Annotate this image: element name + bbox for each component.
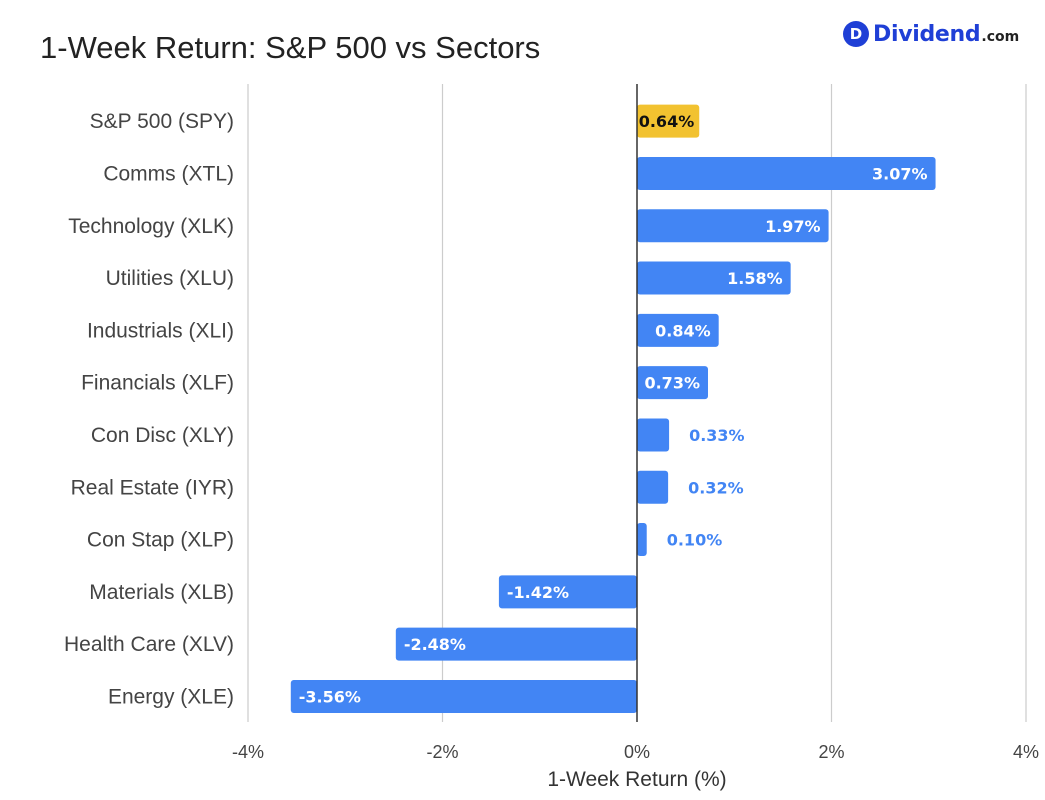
data-label: 3.07% xyxy=(872,164,928,183)
category-label: S&P 500 (SPY) xyxy=(90,110,234,133)
x-tick-label: 2% xyxy=(818,742,844,762)
bar xyxy=(637,104,700,138)
bar xyxy=(498,575,637,609)
data-label: 0.73% xyxy=(644,374,700,393)
bar xyxy=(637,156,936,190)
data-label: -1.42% xyxy=(507,583,569,602)
brand-logo: D Dividend .com xyxy=(843,16,1019,52)
category-label: Utilities (XLU) xyxy=(106,267,234,290)
data-label: 0.33% xyxy=(689,426,745,445)
category-label: Industrials (XLI) xyxy=(87,319,234,342)
data-label: -3.56% xyxy=(299,687,361,706)
logo-badge-icon: D xyxy=(843,21,869,47)
x-tick-label: -2% xyxy=(426,742,458,762)
data-label: 0.32% xyxy=(688,478,744,497)
x-axis-title: 1-Week Return (%) xyxy=(547,768,726,791)
category-label: Health Care (XLV) xyxy=(64,633,234,656)
category-label: Real Estate (IYR) xyxy=(71,476,234,499)
x-tick-label: 0% xyxy=(624,742,650,762)
logo-suffix: .com xyxy=(981,29,1020,45)
category-label: Con Stap (XLP) xyxy=(87,529,234,552)
data-label: 1.58% xyxy=(727,269,783,288)
bar xyxy=(395,627,637,661)
chart-title: 1-Week Return: S&P 500 vs Sectors xyxy=(40,30,541,65)
logo-name: Dividend xyxy=(873,21,981,47)
bar xyxy=(637,261,791,295)
data-label: 0.64% xyxy=(639,112,695,131)
category-label: Technology (XLK) xyxy=(68,215,234,238)
data-label: 1.97% xyxy=(765,217,821,236)
bar xyxy=(637,523,647,557)
x-tick-label: 4% xyxy=(1013,742,1039,762)
bar xyxy=(637,209,829,243)
bar xyxy=(637,366,708,400)
category-label: Energy (XLE) xyxy=(108,685,234,708)
data-label: -2.48% xyxy=(404,635,466,654)
category-label: Financials (XLF) xyxy=(81,372,234,395)
category-label: Comms (XTL) xyxy=(103,162,234,185)
bar xyxy=(290,679,637,713)
data-label: 0.84% xyxy=(655,321,711,340)
bar xyxy=(637,313,719,347)
data-label: 0.10% xyxy=(667,531,723,550)
x-tick-label: -4% xyxy=(232,742,264,762)
bar xyxy=(637,470,669,504)
bar xyxy=(637,418,670,452)
category-label: Con Disc (XLY) xyxy=(91,424,234,447)
category-label: Materials (XLB) xyxy=(89,581,234,604)
